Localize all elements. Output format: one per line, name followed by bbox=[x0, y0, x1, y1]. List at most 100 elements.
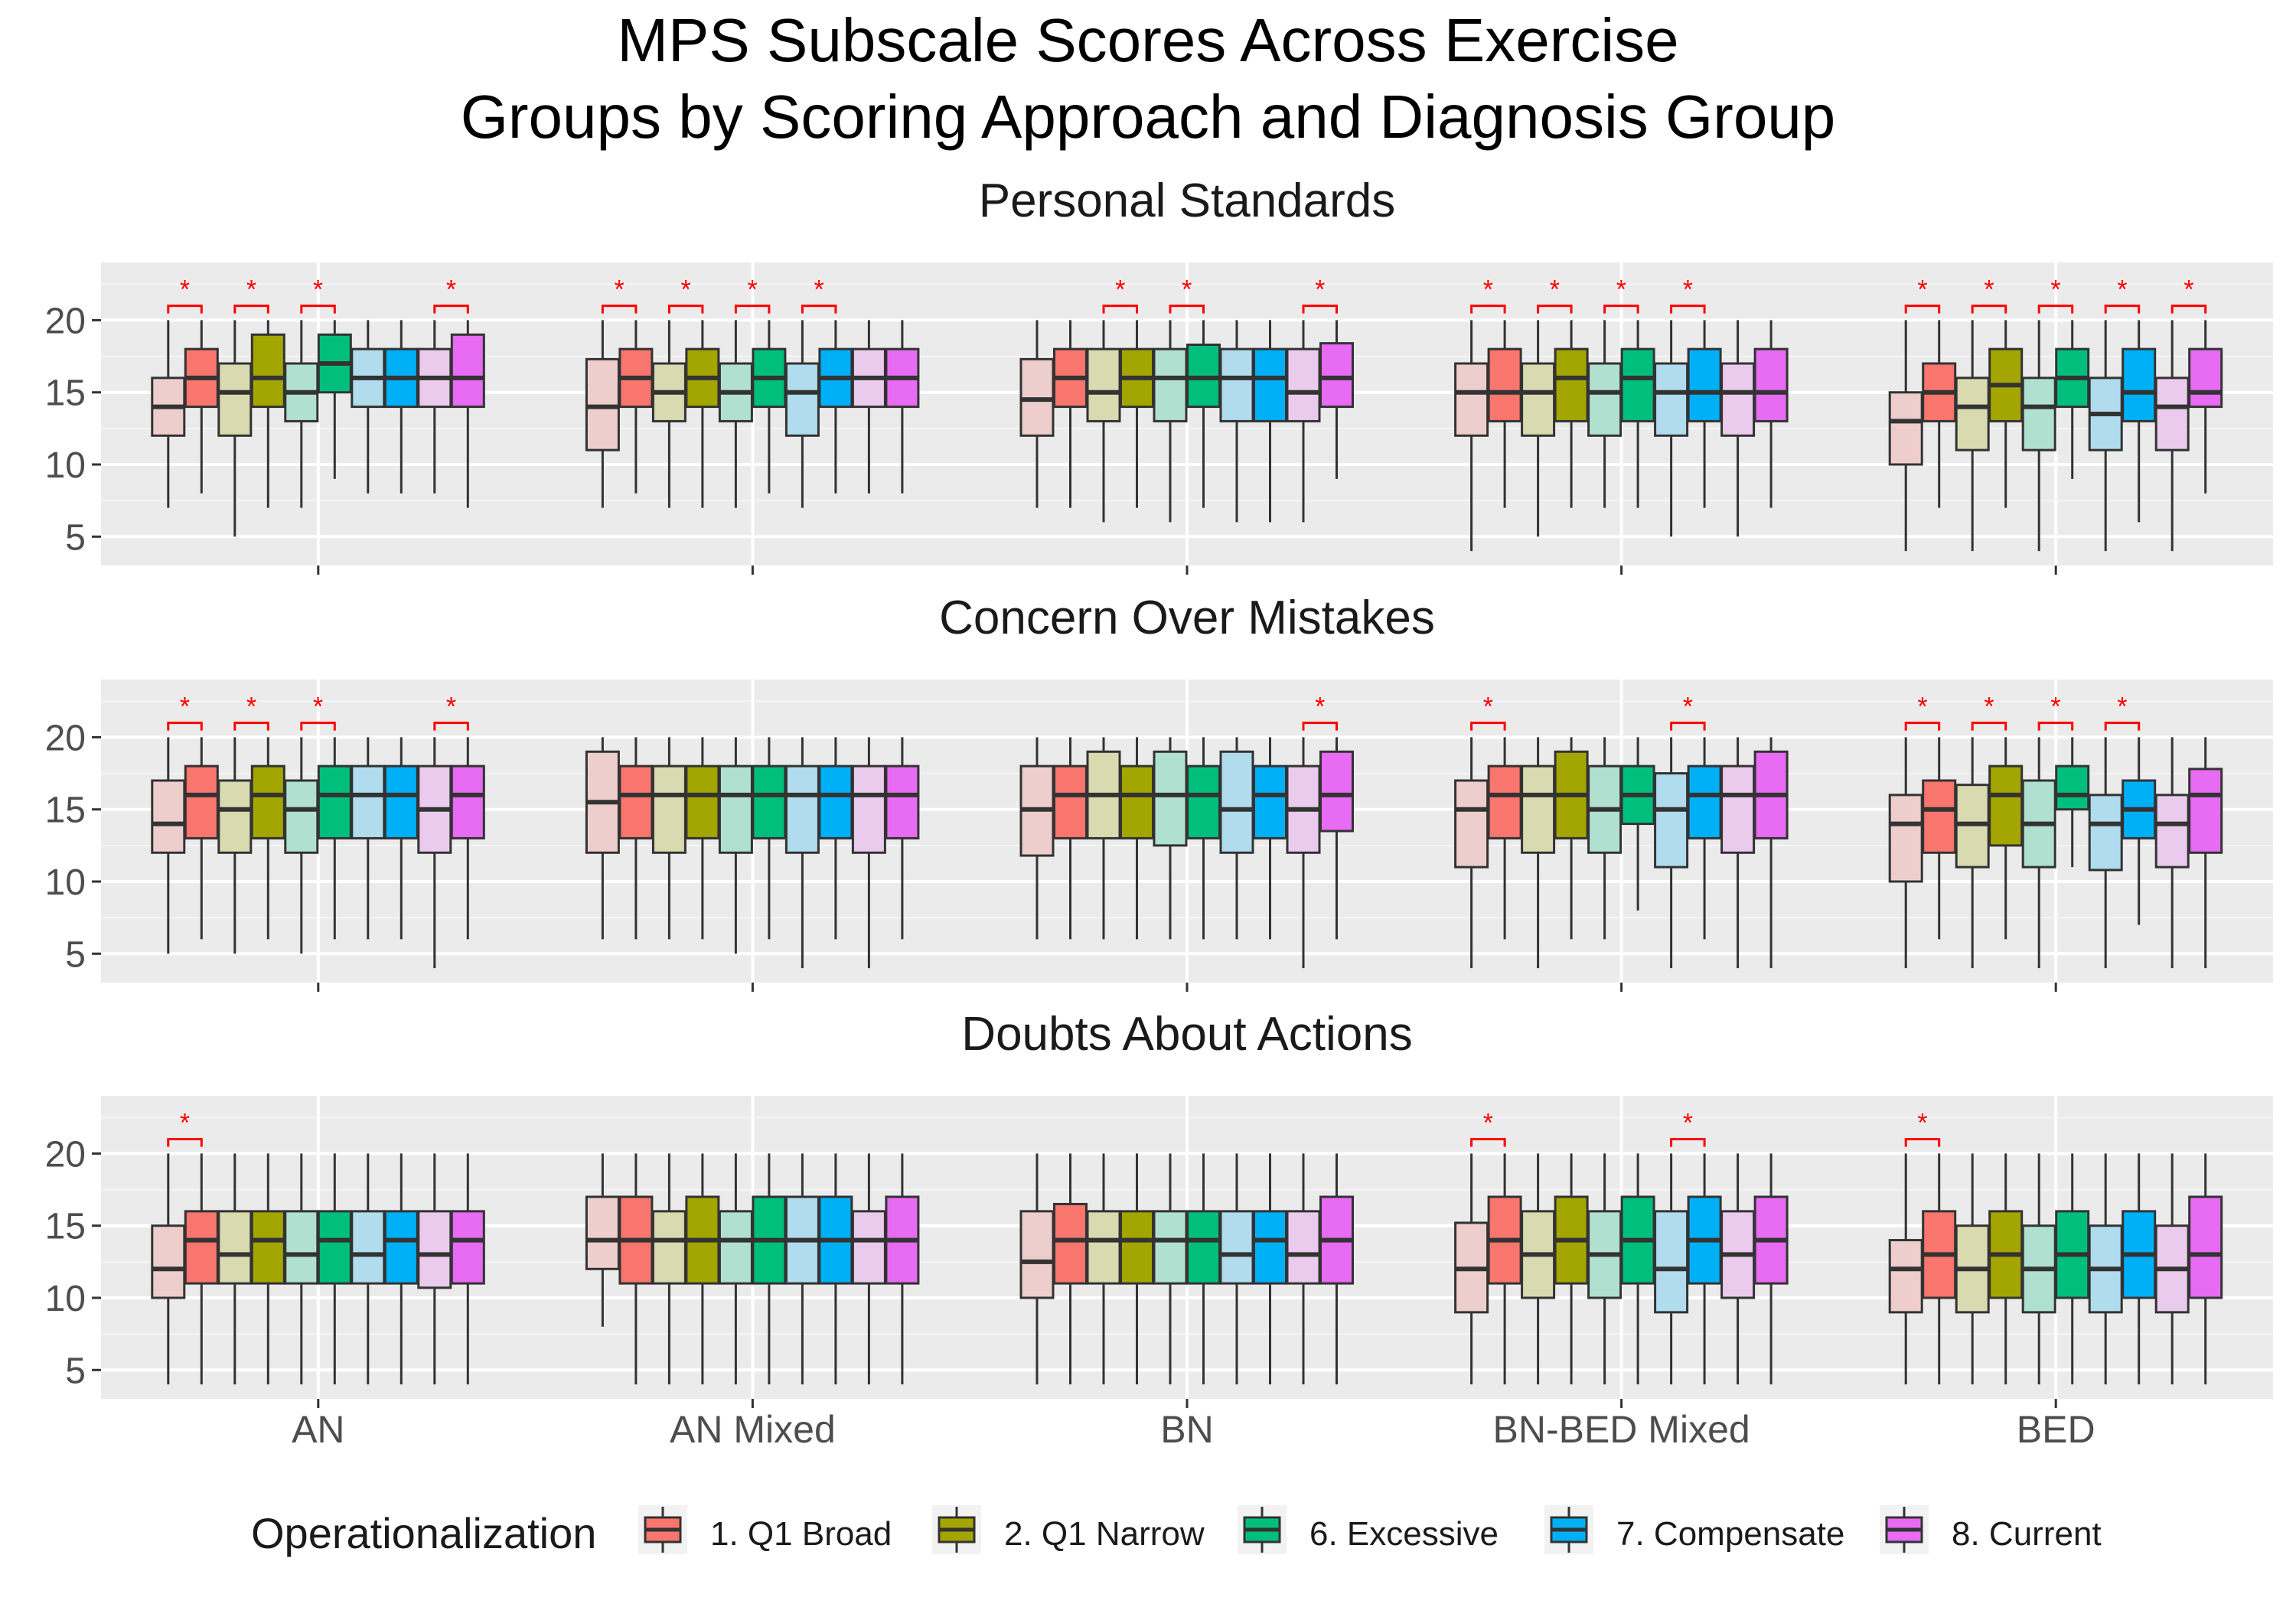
box-iqr bbox=[2188, 1195, 2223, 1299]
y-tick-label: 20 bbox=[45, 718, 86, 758]
box-7-compensate-yes bbox=[818, 737, 853, 940]
box-8-current-yes bbox=[1319, 320, 1354, 479]
significance-bracket bbox=[167, 722, 203, 731]
box-2-q1-narrow-no bbox=[651, 737, 687, 940]
significance-bracket bbox=[1971, 722, 2007, 731]
box-6-excessive-yes bbox=[317, 320, 352, 479]
significance-star: * bbox=[246, 275, 256, 305]
significance-bracket bbox=[167, 1138, 203, 1147]
box-iqr bbox=[685, 764, 720, 839]
significance-bracket bbox=[167, 305, 203, 314]
box-2-q1-narrow-yes bbox=[1120, 1153, 1154, 1385]
box-iqr bbox=[417, 1210, 452, 1289]
box-iqr bbox=[1286, 347, 1321, 422]
x-tick-label: BN bbox=[1160, 1408, 1213, 1451]
box-1-q1-broad-yes bbox=[1487, 320, 1522, 508]
box-iqr bbox=[651, 764, 687, 854]
x-tick-label: BED bbox=[2017, 1408, 2095, 1451]
box-7-compensate-yes bbox=[1687, 320, 1722, 508]
significance-bracket bbox=[1603, 305, 1639, 314]
box-iqr bbox=[718, 764, 753, 854]
significance-star: * bbox=[180, 1109, 190, 1138]
box-iqr bbox=[1654, 1210, 1689, 1314]
box-iqr bbox=[1888, 794, 1923, 883]
box-1-q1-broad-no bbox=[585, 1153, 620, 1327]
box-iqr bbox=[1053, 1202, 1088, 1285]
box-7-compensate-yes bbox=[2122, 737, 2157, 925]
box-2-q1-narrow-yes bbox=[250, 737, 285, 940]
box-iqr bbox=[250, 333, 285, 409]
box-1-q1-broad-no bbox=[585, 320, 620, 508]
significance-star: * bbox=[313, 693, 323, 722]
box-iqr bbox=[450, 764, 485, 839]
box-8-current-no bbox=[1286, 737, 1321, 969]
box-1-q1-broad-no bbox=[1888, 320, 1923, 552]
significance-bracket bbox=[1904, 722, 1941, 731]
significance-bracket bbox=[1670, 722, 1706, 731]
significance-bracket bbox=[2104, 722, 2141, 731]
significance-bracket bbox=[433, 722, 469, 731]
box-iqr bbox=[2188, 768, 2223, 854]
significance-star: * bbox=[1683, 1109, 1693, 1138]
legend-title: Operationalization bbox=[251, 1509, 596, 1557]
legend-item: 1. Q1 Broad bbox=[638, 1505, 892, 1554]
box-iqr bbox=[2188, 347, 2223, 409]
significance-star: * bbox=[1616, 275, 1626, 305]
box-6-excessive-no bbox=[718, 1153, 753, 1385]
significance-star: * bbox=[1917, 275, 1927, 305]
box-2-q1-narrow-yes bbox=[1988, 737, 2024, 940]
box-iqr bbox=[1753, 347, 1789, 422]
box-2-q1-narrow-no bbox=[1521, 737, 1556, 969]
box-iqr bbox=[1922, 779, 1957, 854]
box-iqr bbox=[2088, 794, 2123, 872]
x-tick-label: BN-BED Mixed bbox=[1493, 1408, 1750, 1451]
box-6-excessive-no bbox=[2021, 320, 2056, 552]
box-1-q1-broad-yes bbox=[184, 737, 219, 940]
box-iqr bbox=[752, 764, 787, 839]
significance-bracket bbox=[2037, 722, 2074, 731]
y-tick-label: 10 bbox=[45, 445, 86, 486]
box-2-q1-narrow-yes bbox=[685, 1153, 720, 1385]
box-7-compensate-no bbox=[351, 1153, 386, 1385]
box-6-excessive-no bbox=[1587, 1153, 1623, 1385]
y-tick-label: 10 bbox=[45, 862, 86, 903]
x-tick-label: AN bbox=[292, 1408, 344, 1451]
legend-item: 6. Excessive bbox=[1238, 1505, 1499, 1554]
legend: Operationalization 1. Q1 Broad 2. Q1 Narro… bbox=[251, 1505, 2102, 1557]
box-iqr bbox=[317, 1210, 352, 1285]
box-iqr bbox=[1219, 347, 1254, 422]
significance-bracket bbox=[1302, 305, 1338, 314]
significance-star: * bbox=[748, 275, 758, 305]
box-iqr bbox=[1454, 362, 1489, 437]
box-2-q1-narrow-no bbox=[1521, 1153, 1556, 1385]
box-7-compensate-no bbox=[1219, 737, 1254, 940]
box-8-current-yes bbox=[2188, 320, 2223, 494]
box-1-q1-broad-yes bbox=[184, 320, 219, 494]
significance-bracket bbox=[1537, 305, 1573, 314]
significance-star: * bbox=[1984, 275, 1994, 305]
box-iqr bbox=[1120, 1210, 1154, 1285]
box-iqr bbox=[1120, 764, 1154, 839]
significance-bracket bbox=[667, 305, 704, 314]
box-iqr bbox=[1521, 362, 1556, 437]
box-1-q1-broad-yes bbox=[1053, 1153, 1088, 1385]
box-8-current-yes bbox=[2188, 737, 2223, 969]
box-iqr bbox=[2154, 794, 2190, 869]
box-8-current-no bbox=[2154, 320, 2190, 552]
legend-label: 1. Q1 Broad bbox=[710, 1515, 892, 1553]
box-iqr bbox=[885, 764, 920, 839]
y-tick-label: 15 bbox=[45, 373, 86, 414]
box-8-current-no bbox=[1720, 320, 1756, 537]
box-2-q1-narrow-yes bbox=[1988, 320, 2024, 508]
box-8-current-yes bbox=[450, 737, 485, 940]
box-iqr bbox=[250, 764, 285, 839]
box-2-q1-narrow-no bbox=[1086, 320, 1121, 523]
box-2-q1-narrow-no bbox=[1086, 737, 1121, 940]
box-6-excessive-yes bbox=[752, 320, 787, 494]
box-2-q1-narrow-no bbox=[651, 320, 687, 508]
significance-star: * bbox=[1483, 1109, 1493, 1138]
box-6-excessive-yes bbox=[1620, 320, 1655, 508]
box-iqr bbox=[1454, 779, 1489, 869]
box-iqr bbox=[818, 764, 853, 839]
